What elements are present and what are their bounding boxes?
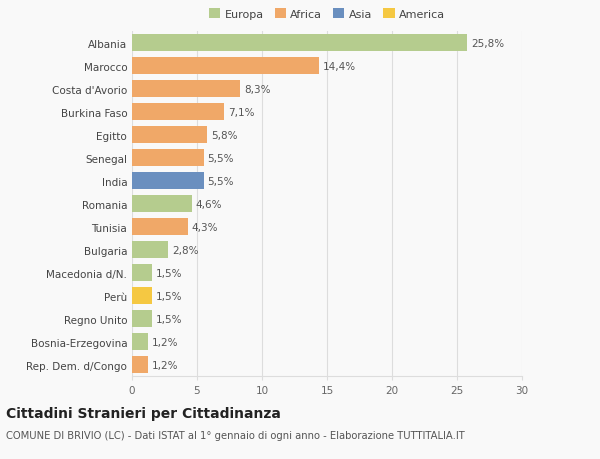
Bar — [132, 265, 151, 281]
Text: 5,8%: 5,8% — [211, 130, 238, 140]
Text: 5,5%: 5,5% — [208, 153, 234, 163]
Text: 7,1%: 7,1% — [228, 107, 254, 118]
Text: 4,3%: 4,3% — [192, 222, 218, 232]
Text: 2,8%: 2,8% — [172, 245, 199, 255]
Bar — [132, 35, 467, 52]
Text: 1,5%: 1,5% — [155, 268, 182, 278]
Bar — [132, 104, 224, 121]
Text: COMUNE DI BRIVIO (LC) - Dati ISTAT al 1° gennaio di ogni anno - Elaborazione TUT: COMUNE DI BRIVIO (LC) - Dati ISTAT al 1°… — [6, 431, 465, 441]
Text: Cittadini Stranieri per Cittadinanza: Cittadini Stranieri per Cittadinanza — [6, 406, 281, 420]
Bar — [132, 357, 148, 373]
Text: 1,5%: 1,5% — [155, 314, 182, 324]
Bar — [132, 311, 151, 327]
Text: 1,2%: 1,2% — [151, 360, 178, 370]
Legend: Europa, Africa, Asia, America: Europa, Africa, Asia, America — [209, 9, 445, 20]
Bar — [132, 288, 151, 304]
Bar — [132, 173, 203, 190]
Bar — [132, 58, 319, 75]
Bar — [132, 219, 188, 235]
Text: 8,3%: 8,3% — [244, 84, 271, 95]
Bar — [132, 150, 203, 167]
Text: 14,4%: 14,4% — [323, 62, 356, 72]
Text: 5,5%: 5,5% — [208, 176, 234, 186]
Bar — [132, 81, 240, 98]
Text: 25,8%: 25,8% — [472, 39, 505, 49]
Bar — [132, 242, 169, 258]
Text: 4,6%: 4,6% — [196, 199, 222, 209]
Bar — [132, 334, 148, 350]
Bar — [132, 127, 208, 144]
Text: 1,5%: 1,5% — [155, 291, 182, 301]
Bar — [132, 196, 192, 213]
Text: 1,2%: 1,2% — [151, 337, 178, 347]
